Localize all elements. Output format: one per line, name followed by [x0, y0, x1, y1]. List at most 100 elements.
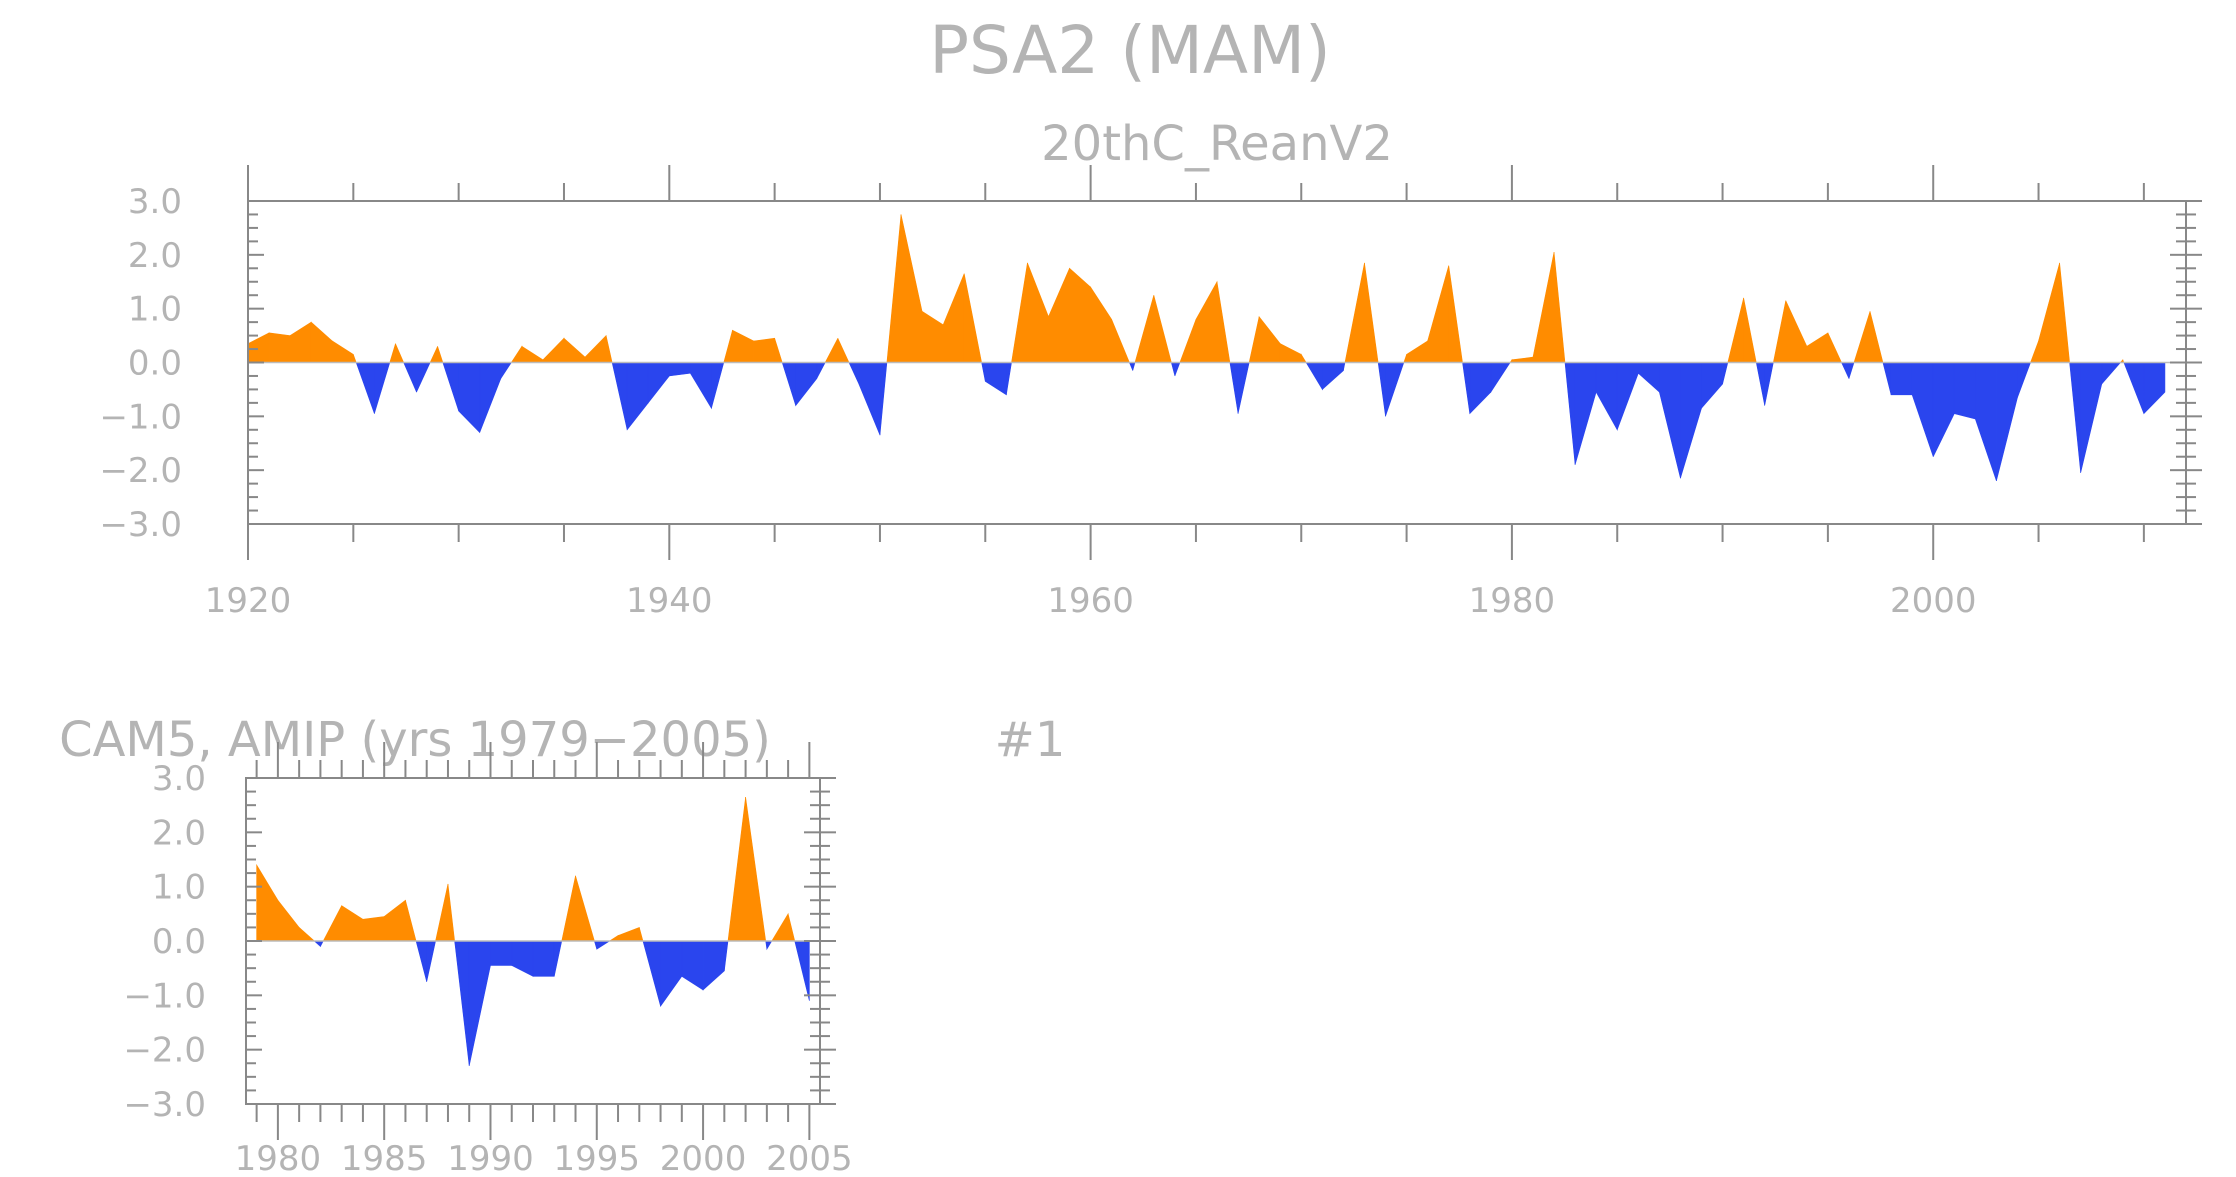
area-segment-negative [1996, 362, 2018, 482]
area-segment-positive [1011, 262, 1028, 363]
area-segment-negative [794, 940, 810, 1001]
area-segment-positive [732, 329, 754, 363]
x-tick-label: 1980 [235, 1139, 322, 1177]
area-segment-positive [1027, 262, 1049, 363]
area-segment-positive [1258, 315, 1281, 363]
area-segment-positive [771, 912, 789, 942]
area-segment-positive [429, 346, 438, 363]
area-segment-positive [1069, 267, 1091, 363]
area-segment-negative [702, 940, 725, 991]
area-segment-negative [858, 362, 881, 436]
y-tick-label: 1.0 [152, 868, 206, 908]
area-segment-positive [298, 926, 316, 942]
area-segment-negative [1469, 362, 1492, 415]
area-segment-positive [322, 905, 342, 942]
area-segment-positive [256, 863, 279, 942]
x-tick-label: 2000 [1890, 581, 1977, 621]
area-segment-negative [1841, 362, 1850, 379]
area-segment-positive [1406, 340, 1428, 363]
area-segment-positive [727, 796, 746, 942]
area-segment-negative [681, 940, 704, 991]
x-tick-label: 1985 [341, 1139, 428, 1177]
area-segment-negative [2017, 362, 2031, 398]
area-segment-negative [1006, 362, 1012, 395]
area-segment-positive [1553, 252, 1566, 363]
chart-panel-reanalysis: 20thC_ReanV2 3.0 2.0 1.0 0.0 −1.0 −2.0 −3.0 1920… [99, 116, 2202, 621]
chart-panel-cam5: CAM5, AMIP (yrs 1979−2005) #1 3.0 2.0 1.0 0.0… [59, 712, 1065, 1177]
area-segment-negative [1953, 362, 1976, 420]
area-segment-negative [879, 362, 888, 436]
area-segment-positive [1532, 252, 1555, 363]
area-segment-positive [605, 335, 613, 363]
area-segment-positive [362, 916, 385, 942]
area-segment-negative [795, 362, 818, 407]
area-segment-positive [745, 796, 767, 942]
area-segment-positive [353, 354, 357, 363]
area-segment-negative [2069, 362, 2081, 473]
y-tick-label: −3.0 [123, 1085, 206, 1125]
area-segment-negative [2123, 362, 2145, 414]
area-segment-positive [2030, 340, 2039, 363]
area-segment-negative [416, 362, 431, 393]
area-segment-negative [1882, 362, 1892, 395]
area-segment-negative [981, 362, 986, 382]
area-segment-positive [886, 214, 902, 363]
area-segment-negative [1975, 362, 1997, 482]
area-segment-negative [724, 940, 729, 971]
area-segment-negative [1659, 362, 1681, 479]
area-segment-positive [247, 332, 270, 363]
y-tick-label: −1.0 [123, 976, 206, 1016]
area-segment-positive [521, 345, 544, 363]
area-segment-negative [511, 940, 534, 977]
y-tick-label: −1.0 [99, 397, 182, 437]
area-segment-positive [1772, 300, 1787, 363]
chart-title: CAM5, AMIP (yrs 1979−2005) [59, 712, 771, 768]
area-segment-positive [1743, 297, 1757, 363]
area-segment-negative [355, 362, 375, 414]
area-segment-negative [479, 362, 502, 433]
area-segment-negative [468, 940, 491, 1067]
area-segment-positive [1448, 265, 1463, 363]
area-segment-positive [563, 337, 586, 363]
y-tick-label: 3.0 [128, 182, 182, 222]
area-segment-negative [1343, 362, 1346, 371]
area-segment-positive [331, 340, 354, 363]
y-tick-label: 0.0 [152, 922, 206, 962]
area-segment-negative [1377, 362, 1386, 417]
y-tick-label: 0.0 [128, 344, 182, 384]
area-segment-positive [774, 338, 783, 363]
area-segment-negative [1229, 362, 1239, 414]
area-segment-negative [2080, 362, 2103, 473]
area-segment-negative [1911, 362, 1934, 457]
area-segment-positive [542, 337, 565, 363]
area-segment-positive [1153, 295, 1172, 363]
area-segment-negative [553, 940, 563, 977]
y-tick-label: −3.0 [99, 505, 182, 545]
area-segment-positive [617, 926, 640, 942]
area-segment-positive [389, 343, 396, 363]
area-segment-negative [1237, 362, 1250, 414]
area-segment-negative [1755, 362, 1765, 406]
area-segment-positive [1853, 311, 1871, 363]
area-segment-positive [341, 905, 364, 942]
area-segment-negative [2101, 362, 2122, 385]
area-segment-positive [1111, 319, 1130, 363]
area-segment-positive [1300, 353, 1307, 363]
area-segment-negative [766, 940, 773, 951]
area-segment-positive [310, 321, 333, 363]
area-segment-positive [289, 321, 312, 363]
x-tick-label: 1980 [1469, 581, 1556, 621]
area-segment-negative [1132, 362, 1136, 371]
area-segment-negative [1722, 362, 1729, 385]
area-segment-positive [447, 883, 455, 942]
area-segment-negative [668, 362, 691, 377]
area-segment-positive [1179, 319, 1197, 363]
area-segment-positive [405, 900, 417, 942]
area-segment-negative [711, 362, 725, 409]
area-segment-negative [1128, 362, 1134, 371]
area-segment-positive [608, 935, 619, 942]
area-segment-negative [458, 362, 481, 434]
area-segment-positive [963, 273, 982, 363]
area-segment-negative [1574, 362, 1597, 465]
